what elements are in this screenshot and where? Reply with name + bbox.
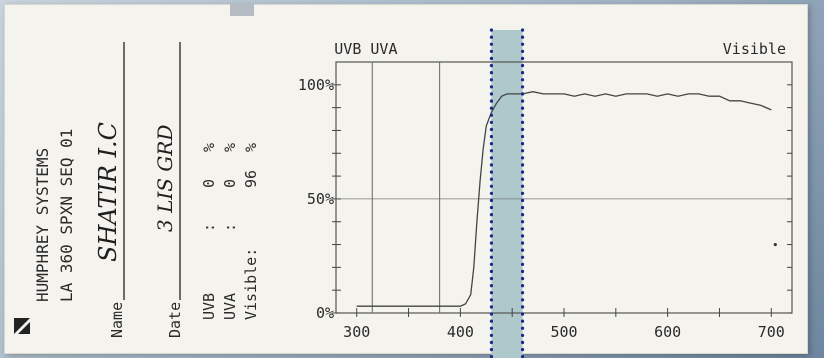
- name-label: Name: [108, 302, 126, 338]
- y-tick-label: 100%: [298, 76, 334, 94]
- region-boundaries: [371, 62, 441, 313]
- region-label-uv: UVB UVA: [334, 40, 397, 58]
- header-line1: HUMPHREY SYSTEMS: [33, 148, 52, 302]
- y-tick-label: 50%: [307, 190, 334, 208]
- x-tick-label: 400: [447, 323, 474, 341]
- uvb-unit: %: [200, 143, 218, 152]
- annotation-points: [773, 242, 777, 247]
- date-value: 3 LIS GRD: [153, 125, 177, 232]
- visible-value: 96: [242, 170, 260, 188]
- name-value: SHATIR I.C: [94, 122, 122, 262]
- y-tick-label: 0%: [316, 304, 334, 322]
- region-label-visible: Visible: [723, 40, 786, 58]
- x-tick-label: 700: [758, 323, 785, 341]
- uvb-value: 0: [200, 179, 218, 188]
- x-tick-label: 500: [550, 323, 577, 341]
- annotation-dot: [773, 242, 777, 247]
- uvb-label: UVB: [200, 293, 218, 320]
- uvb-sep: :: [200, 223, 218, 232]
- header-line2: LA 360 SPXN SEQ 01: [57, 129, 76, 302]
- uva-sep: :: [221, 223, 239, 232]
- x-tick-label: 300: [343, 323, 370, 341]
- highlight-band: [491, 30, 523, 358]
- uva-value: 0: [221, 179, 239, 188]
- x-axis-ticks: 300 400 500 600 700: [343, 308, 785, 341]
- uva-label: UVA: [221, 293, 239, 320]
- transmission-chart: 300 400 500 600 700 0% 50% 100% UVB UVA Visibl…: [298, 28, 793, 358]
- humphrey-logo-icon: [14, 318, 30, 334]
- visible-unit: %: [242, 143, 260, 152]
- x-tick-label: 600: [654, 323, 681, 341]
- plot-frame: [335, 61, 793, 314]
- y-axis-ticks: 0% 50% 100%: [298, 76, 792, 322]
- uva-unit: %: [221, 143, 239, 152]
- dotted-band-edges: [489, 28, 525, 358]
- series-line: [356, 91, 772, 307]
- date-label: Date: [166, 302, 184, 338]
- visible-label: Visible:: [242, 248, 260, 320]
- sheet-tab: [230, 4, 254, 16]
